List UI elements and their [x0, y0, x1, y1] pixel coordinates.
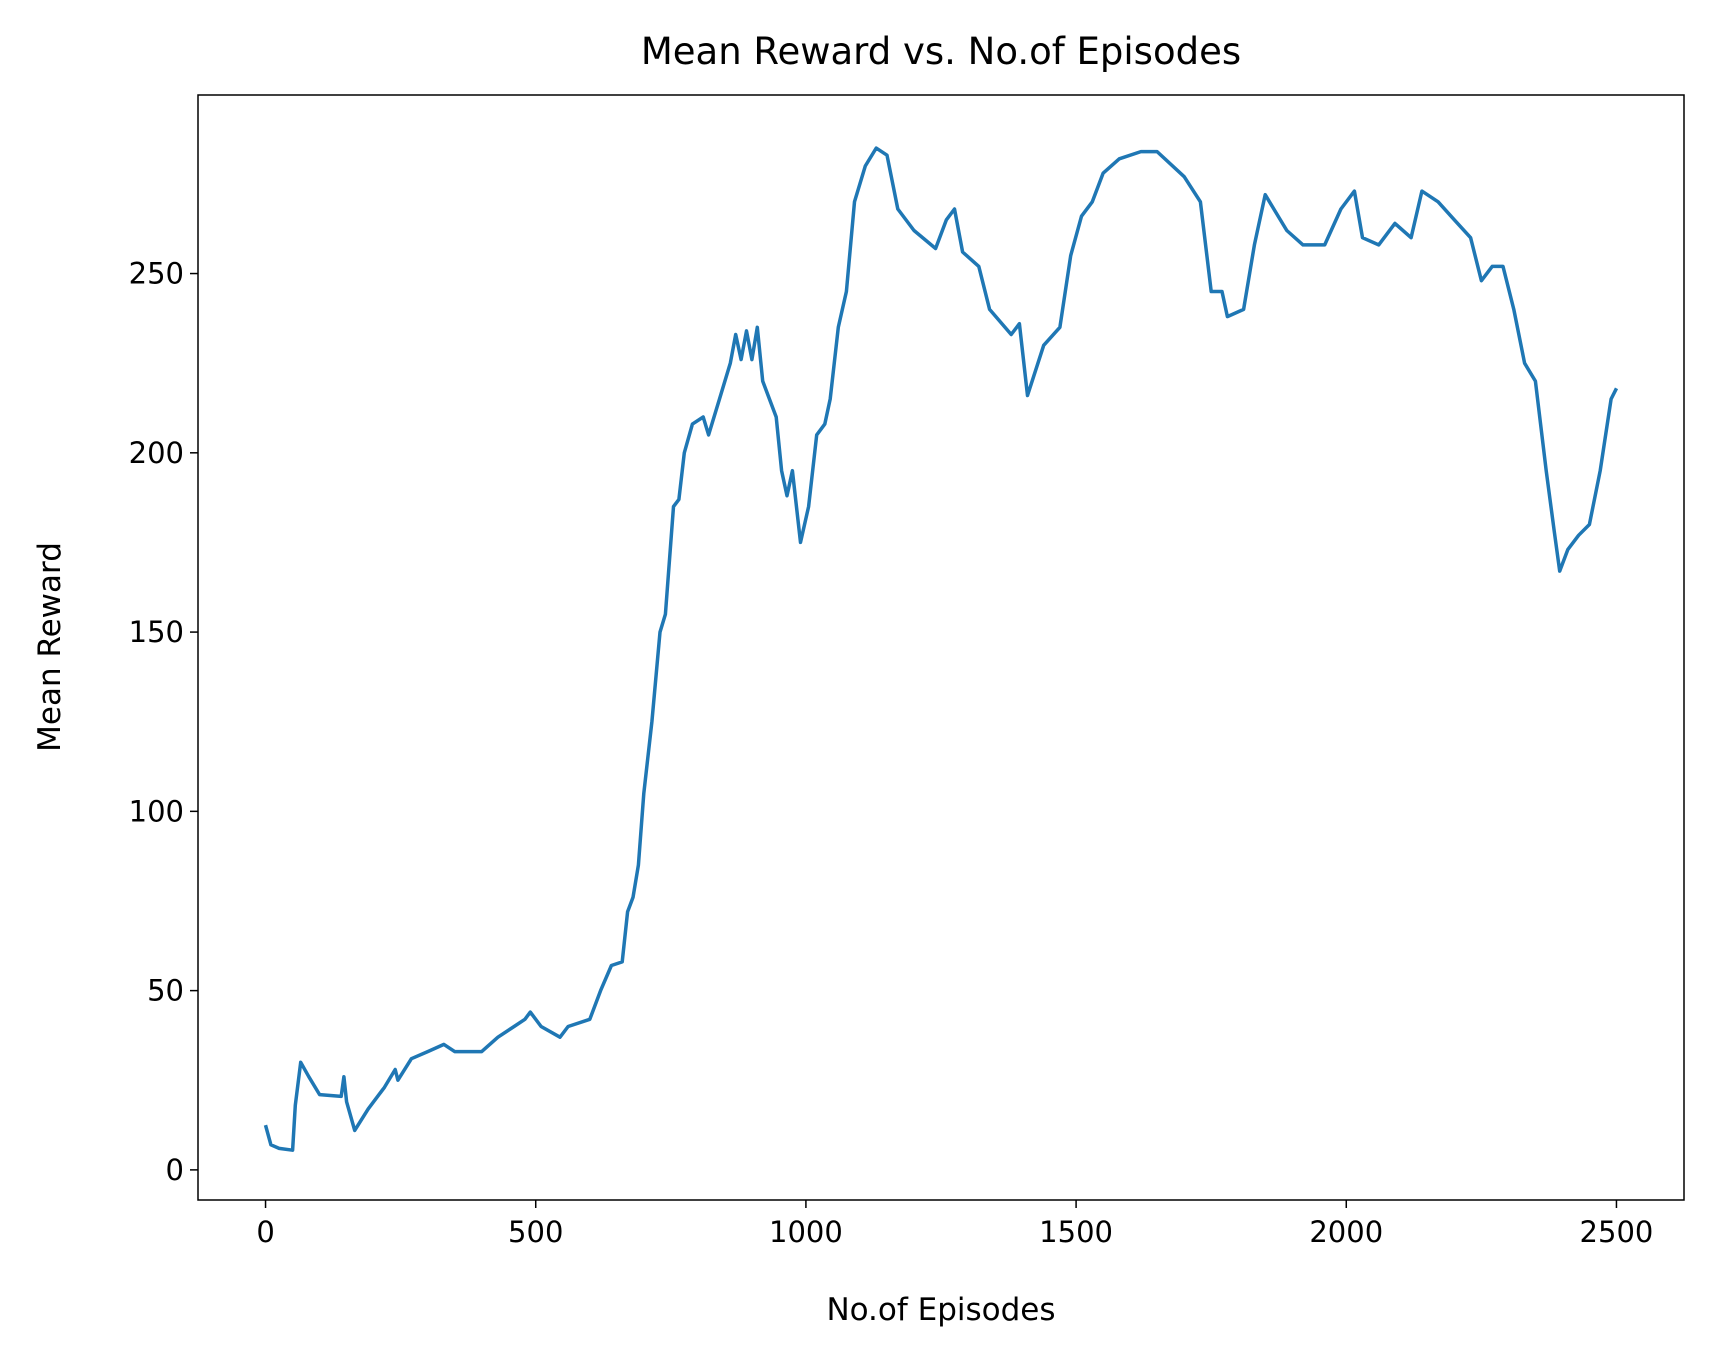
y-tick-label: 150 [129, 615, 184, 649]
x-tick-label: 2500 [1580, 1215, 1654, 1249]
y-tick-label: 200 [129, 436, 184, 470]
x-tick-label: 1000 [769, 1215, 843, 1249]
y-axis-label: Mean Reward [32, 542, 68, 752]
data-line [263, 146, 1619, 1152]
y-tick-label: 250 [129, 257, 184, 291]
x-tick-label: 2000 [1309, 1215, 1383, 1249]
x-tick-label: 500 [508, 1215, 563, 1249]
chart-title: Mean Reward vs. No.of Episodes [641, 30, 1241, 73]
y-tick-label: 100 [129, 794, 184, 828]
x-axis-label: No.of Episodes [826, 1292, 1055, 1328]
x-tick-label: 1500 [1039, 1215, 1113, 1249]
y-tick-label: 50 [147, 974, 184, 1008]
y-tick-label: 0 [166, 1153, 184, 1187]
plot-frame [197, 94, 1685, 1201]
x-tick-label: 0 [256, 1215, 274, 1249]
